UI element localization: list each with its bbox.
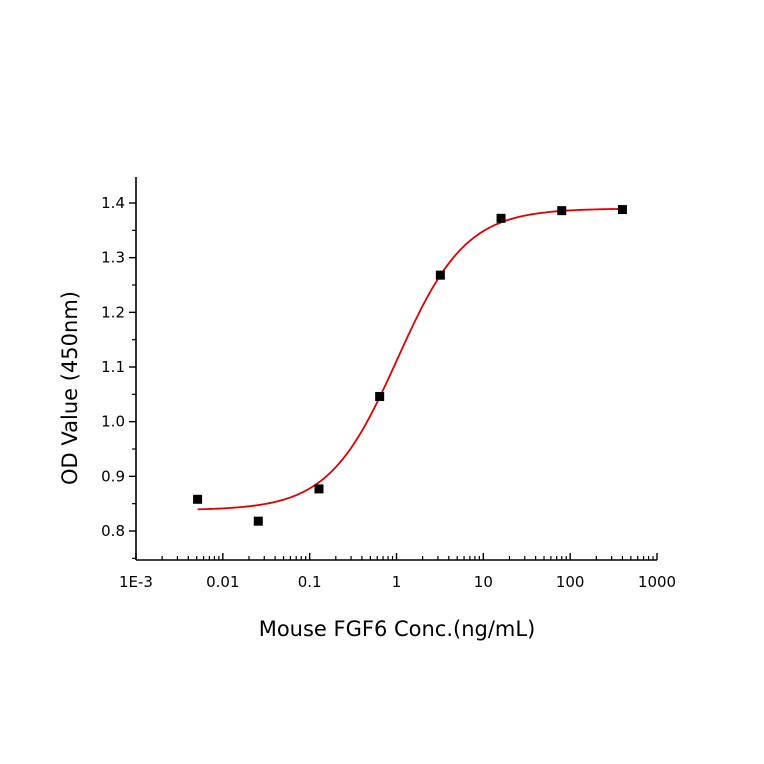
x-tick-label: 1E-3 xyxy=(119,573,153,591)
data-point-marker xyxy=(557,206,567,216)
data-point-marker xyxy=(617,205,627,215)
x-tick-label: 0.01 xyxy=(206,573,239,591)
data-point-marker xyxy=(375,392,385,402)
y-tick-label: 1.3 xyxy=(101,249,125,267)
x-tick-label: 0.1 xyxy=(298,573,322,591)
fit-curve xyxy=(197,207,623,511)
y-tick-label: 1.2 xyxy=(101,303,125,321)
x-tick-label: 1 xyxy=(392,573,402,591)
data-point-marker xyxy=(193,494,203,504)
x-axis-title: Mouse FGF6 Conc.(ng/mL) xyxy=(259,617,536,641)
y-tick-label: 0.9 xyxy=(101,467,125,485)
y-tick-label: 1.4 xyxy=(101,194,125,212)
y-axis: 0.8 0.9 1.0 1.1 1.2 1.3 1.4 xyxy=(101,177,137,560)
data-point-marker xyxy=(435,270,445,280)
x-tick-label: 100 xyxy=(556,573,585,591)
y-tick-label: 0.8 xyxy=(101,522,125,540)
data-point-marker xyxy=(253,516,263,526)
axes: 1E-3 0.01 0.1 1 10 100 1000 0.8 0.9 1.0 1.1 1.2 1.3… xyxy=(101,177,676,591)
y-axis-title: OD Value (450nm) xyxy=(58,291,82,485)
x-tick-label: 10 xyxy=(474,573,493,591)
y-tick-label: 1.0 xyxy=(101,413,125,431)
data-point-marker xyxy=(496,213,506,223)
x-tick-label: 1000 xyxy=(638,573,676,591)
data-point-marker xyxy=(314,484,324,494)
data-points xyxy=(193,205,627,526)
fit-curve-path xyxy=(197,207,623,511)
y-tick-label: 1.1 xyxy=(101,358,125,376)
x-axis: 1E-3 0.01 0.1 1 10 100 1000 xyxy=(119,553,676,591)
